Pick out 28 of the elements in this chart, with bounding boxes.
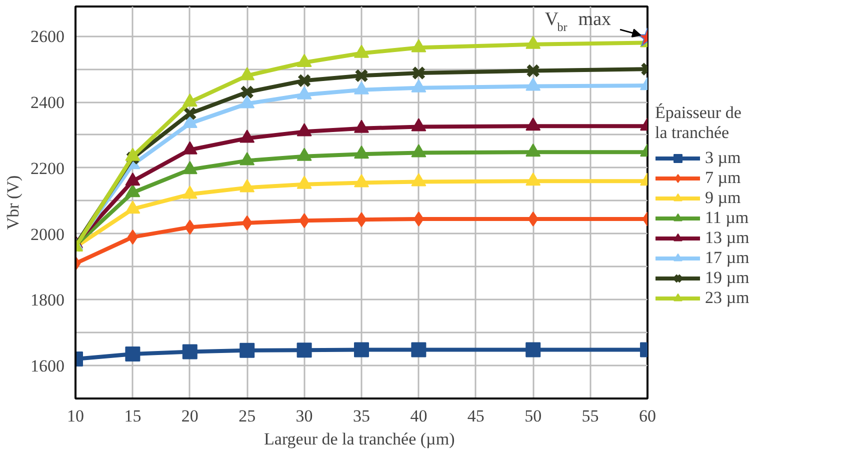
x-tick-label: 50 — [524, 406, 542, 426]
y-tick-label: 1800 — [30, 290, 64, 310]
x-tick-label: 15 — [124, 406, 142, 426]
legend-label: 13 µm — [705, 228, 750, 248]
legend-label: 19 µm — [705, 268, 750, 288]
y-tick-label: 2400 — [30, 93, 64, 112]
legend-label: 17 µm — [705, 248, 750, 268]
legend-label: 9 µm — [705, 188, 741, 208]
y-tick-label: 2000 — [30, 224, 64, 244]
x-tick-label: 25 — [238, 406, 256, 426]
y-tick-label: 1600 — [30, 356, 64, 376]
y-tick-label: 2600 — [30, 27, 64, 46]
legend-label: 23 µm — [705, 288, 750, 308]
y-axis-title: Vbr (V) — [4, 175, 22, 230]
y-tick-label: 2200 — [30, 158, 64, 178]
legend-label: 3 µm — [705, 148, 741, 168]
legend-label: 11 µm — [705, 208, 749, 228]
x-tick-label: 30 — [296, 406, 313, 426]
x-axis-title: Largeur de la tranchée (µm) — [264, 430, 455, 448]
x-tick-label: 35 — [353, 406, 370, 426]
legend-title: Épaisseur de la tranchée — [655, 103, 742, 143]
x-tick-label: 40 — [410, 406, 428, 426]
x-tick-label: 60 — [639, 406, 656, 426]
x-tick-label: 10 — [67, 406, 84, 426]
x-tick-label: 55 — [582, 406, 599, 426]
legend-label: 7 µm — [705, 168, 741, 188]
x-tick-label: 20 — [181, 406, 198, 426]
x-tick-label: 45 — [467, 406, 484, 426]
